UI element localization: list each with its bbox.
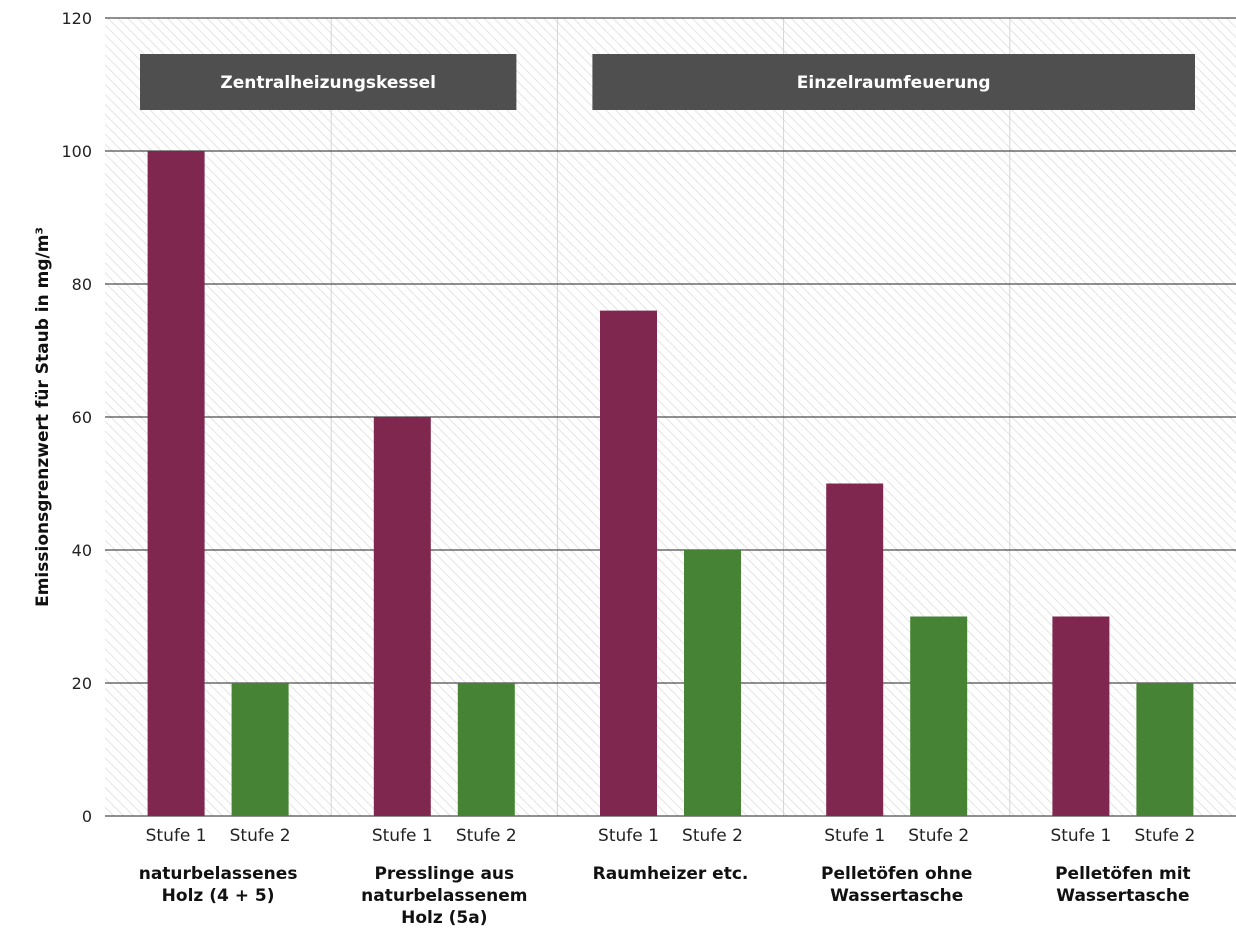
bar	[910, 616, 968, 816]
category-label: Raumheizer etc.	[593, 864, 749, 884]
bar	[457, 683, 515, 816]
x-series-label: Stufe 2	[456, 826, 517, 846]
group-banner-label: Zentralheizungskessel	[220, 73, 436, 93]
bar	[1136, 683, 1194, 816]
x-series-label: Stufe 2	[908, 826, 969, 846]
group-banner-label: Einzelraumfeuerung	[797, 73, 991, 93]
x-series-label: Stufe 1	[1050, 826, 1111, 846]
y-tick-label: 60	[72, 408, 92, 427]
x-series-label: Stufe 2	[230, 826, 291, 846]
y-tick-label: 20	[72, 674, 92, 693]
bar	[600, 310, 657, 816]
group-banner	[140, 54, 517, 110]
group-banner	[592, 54, 1195, 110]
y-tick-label: 100	[61, 142, 92, 161]
x-series-label: Stufe 1	[372, 826, 433, 846]
x-series-label: Stufe 1	[824, 826, 885, 846]
bar	[231, 683, 289, 816]
y-tick-label: 0	[82, 807, 92, 826]
bar	[1052, 616, 1110, 816]
category-label: Pelletöfen ohne Wassertasche	[821, 864, 972, 906]
x-series-label: Stufe 1	[598, 826, 659, 846]
bar	[147, 151, 205, 816]
y-axis-label: Emissionsgrenzwert für Staub in mg/m³	[33, 227, 53, 607]
bar	[684, 550, 741, 816]
category-label: Pelletöfen mit Wassertasche	[1055, 864, 1191, 906]
bar	[373, 417, 431, 816]
y-tick-label: 120	[61, 9, 92, 28]
y-tick-label: 40	[72, 541, 92, 560]
x-series-label: Stufe 2	[682, 826, 743, 846]
x-series-label: Stufe 2	[1134, 826, 1195, 846]
category-label: naturbelassenes Holz (4 + 5)	[139, 864, 298, 906]
x-series-label: Stufe 1	[146, 826, 207, 846]
y-tick-label: 80	[72, 275, 92, 294]
category-label: Presslinge aus naturbelassenem Holz (5a)	[361, 864, 527, 928]
bar	[826, 483, 884, 816]
